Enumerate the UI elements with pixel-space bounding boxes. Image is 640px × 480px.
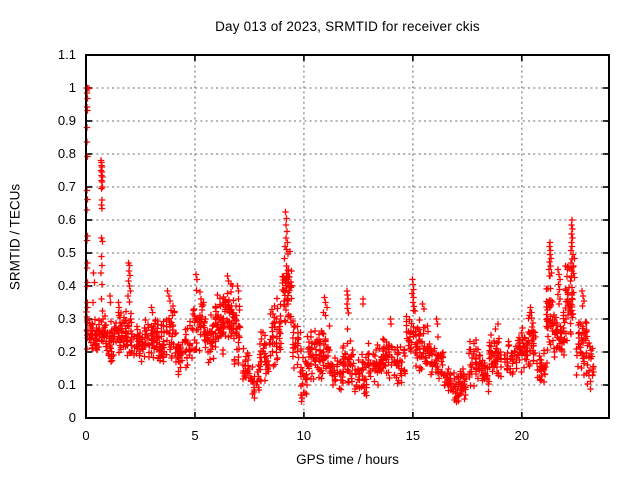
y-tick-label: 0 — [68, 410, 76, 425]
y-tick-label: 0.2 — [57, 344, 76, 359]
y-tick-label: 1 — [68, 80, 76, 95]
x-tick-label: 20 — [514, 428, 530, 443]
x-tick-label: 5 — [191, 428, 199, 443]
chart-title: Day 013 of 2023, SRMTID for receiver cki… — [215, 19, 480, 34]
y-tick-label: 0.1 — [57, 377, 76, 392]
scatter-points — [83, 84, 597, 406]
plot-border — [85, 54, 610, 419]
y-tick-label: 0.8 — [57, 146, 76, 161]
y-tick-label: 0.7 — [57, 179, 76, 194]
y-tick-label: 0.6 — [57, 212, 76, 227]
x-tick-label: 15 — [405, 428, 421, 443]
x-tick-label: 0 — [82, 428, 90, 443]
y-tick-label: 1.1 — [57, 47, 76, 62]
y-tick-label: 0.4 — [57, 278, 76, 293]
y-tick-label: 0.9 — [57, 113, 76, 128]
y-tick-label: 0.5 — [57, 245, 76, 260]
x-tick-label: 10 — [296, 428, 312, 443]
y-tick-label: 0.3 — [57, 311, 76, 326]
x-axis-title: GPS time / hours — [296, 452, 399, 467]
